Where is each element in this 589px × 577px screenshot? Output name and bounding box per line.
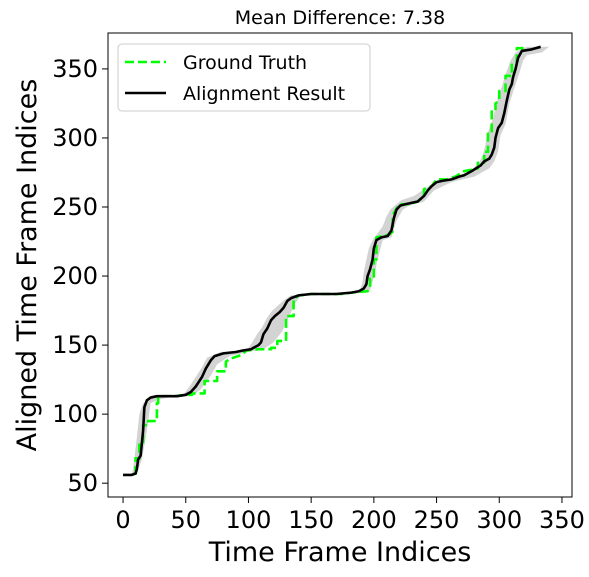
chart-title: Mean Difference: 7.38: [235, 7, 446, 29]
x-tick-label: 100: [226, 506, 272, 534]
y-tick-label: 50: [67, 469, 98, 497]
y-tick-label: 100: [52, 400, 98, 428]
y-tick-label: 250: [52, 193, 98, 221]
x-tick-label: 250: [414, 506, 460, 534]
y-axis-label: Aligned Time Frame Indices: [12, 79, 43, 452]
x-axis-label: Time Frame Indices: [208, 537, 472, 568]
x-tick-label: 150: [288, 506, 334, 534]
legend-alignment-result-label: Alignment Result: [183, 83, 345, 105]
x-tick-label: 350: [539, 506, 585, 534]
uncertainty-band: [130, 46, 550, 475]
x-tick-label: 50: [170, 506, 201, 534]
x-tick-label: 0: [115, 506, 130, 534]
y-tick-label: 300: [52, 124, 98, 152]
x-tick-label: 200: [351, 506, 397, 534]
alignment-result-line: [123, 45, 541, 477]
legend-box: [117, 43, 371, 112]
y-tick-label: 350: [52, 55, 98, 83]
legend: Ground Truth Alignment Result: [117, 43, 371, 112]
y-tick-label: 150: [52, 331, 98, 359]
y-tick-label: 200: [52, 262, 98, 290]
plot-frame: [107, 32, 573, 498]
x-tick-label: 300: [476, 506, 522, 534]
legend-ground-truth-label: Ground Truth: [183, 52, 307, 74]
